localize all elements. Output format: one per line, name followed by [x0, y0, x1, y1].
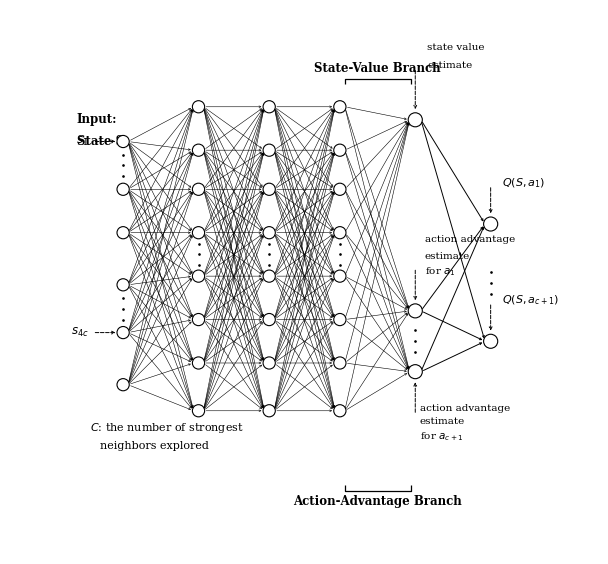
Text: State-Value Branch: State-Value Branch [314, 62, 441, 75]
Text: State S: State S [77, 135, 124, 148]
Ellipse shape [334, 101, 346, 113]
Ellipse shape [192, 101, 205, 113]
Ellipse shape [192, 227, 205, 239]
Ellipse shape [117, 378, 130, 391]
Ellipse shape [117, 279, 130, 291]
Ellipse shape [263, 314, 275, 325]
Ellipse shape [263, 357, 275, 369]
Ellipse shape [263, 101, 275, 113]
Ellipse shape [192, 270, 205, 282]
Text: action advantage: action advantage [424, 235, 515, 244]
Ellipse shape [483, 217, 498, 231]
Ellipse shape [263, 183, 275, 195]
Ellipse shape [408, 304, 423, 318]
Text: $C$: the number of strongest: $C$: the number of strongest [90, 421, 244, 435]
Ellipse shape [334, 227, 346, 239]
Text: Input:: Input: [77, 113, 117, 126]
Text: Action-Advantage Branch: Action-Advantage Branch [293, 495, 462, 508]
Ellipse shape [408, 113, 423, 127]
Ellipse shape [263, 227, 275, 239]
Ellipse shape [263, 405, 275, 417]
Ellipse shape [192, 405, 205, 417]
Text: estimate: estimate [427, 61, 472, 70]
Ellipse shape [334, 270, 346, 282]
Ellipse shape [117, 135, 130, 148]
Ellipse shape [334, 314, 346, 325]
Text: state value: state value [427, 43, 485, 52]
Ellipse shape [192, 357, 205, 369]
Text: $Q(S, a_1)$: $Q(S, a_1)$ [502, 176, 546, 190]
Ellipse shape [263, 270, 275, 282]
Ellipse shape [117, 183, 130, 195]
Ellipse shape [334, 357, 346, 369]
Text: $Q(S, a_{c+1})$: $Q(S, a_{c+1})$ [502, 293, 559, 307]
Text: estimate: estimate [420, 417, 465, 426]
Ellipse shape [192, 144, 205, 156]
Text: for $a_{c+1}$: for $a_{c+1}$ [420, 430, 463, 443]
Ellipse shape [192, 183, 205, 195]
Ellipse shape [334, 405, 346, 417]
Text: $s_1$: $s_1$ [76, 135, 89, 148]
Text: $s_{4c}$: $s_{4c}$ [71, 326, 89, 339]
Ellipse shape [263, 144, 275, 156]
Ellipse shape [117, 227, 130, 239]
Ellipse shape [334, 183, 346, 195]
Ellipse shape [117, 327, 130, 338]
Text: neighbors explored: neighbors explored [100, 440, 209, 451]
Text: action advantage: action advantage [420, 404, 510, 413]
Ellipse shape [192, 314, 205, 325]
Ellipse shape [483, 334, 498, 349]
Text: for $a_1$: for $a_1$ [424, 266, 455, 278]
Ellipse shape [334, 144, 346, 156]
Ellipse shape [408, 365, 423, 378]
Text: estimate: estimate [424, 252, 470, 261]
